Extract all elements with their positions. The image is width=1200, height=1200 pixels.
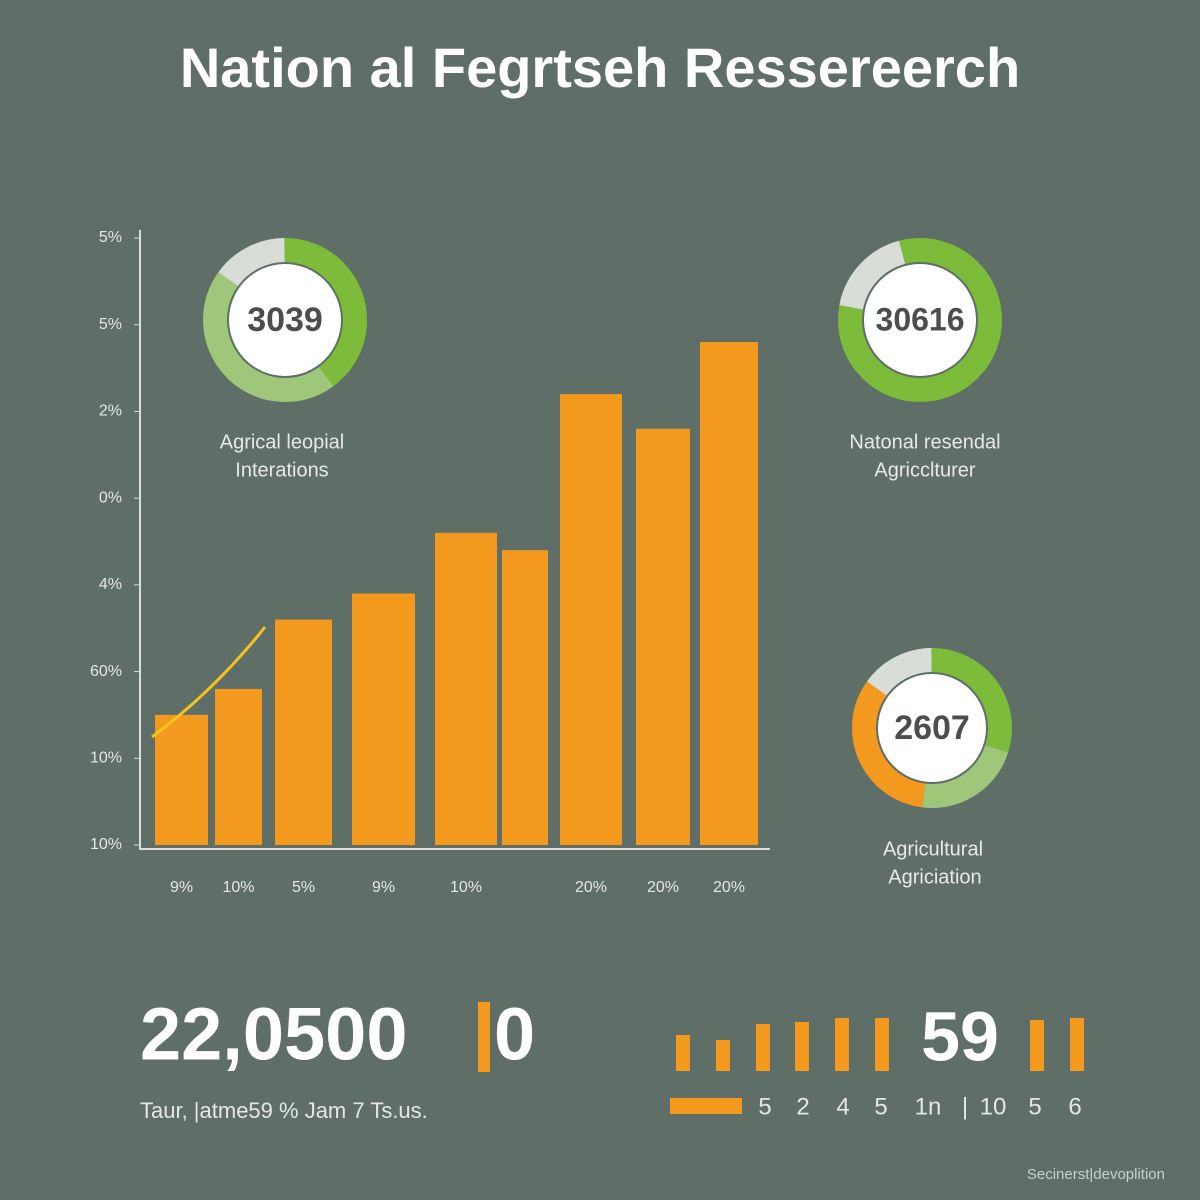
mini-label: 6 xyxy=(1068,1093,1081,1120)
donut-segment xyxy=(838,238,1002,402)
donut-number: 2607 xyxy=(894,709,970,747)
bar xyxy=(275,619,332,845)
mini-bar xyxy=(1070,1018,1084,1071)
mini-label: 5 xyxy=(758,1093,771,1120)
x-tick-label: 20% xyxy=(575,879,607,896)
x-tick-label: 5% xyxy=(292,879,315,896)
y-tick-label: 2% xyxy=(99,403,122,420)
y-tick-label: 60% xyxy=(90,663,122,680)
mini-number: 59 xyxy=(921,997,999,1075)
mini-label: 2 xyxy=(796,1093,809,1120)
stat-caption: Taur, |atme59 % Jam 7 Ts.us. xyxy=(140,1098,428,1123)
donut-caption: Agrical leopial xyxy=(220,431,345,453)
x-tick-label: 9% xyxy=(372,879,395,896)
donut-caption: Natonal resendal xyxy=(849,431,1000,453)
y-tick-label: 5% xyxy=(99,316,122,333)
footer: Secinerst|devoplition xyxy=(1027,1166,1165,1183)
donut-segment xyxy=(852,648,1012,808)
donut-center xyxy=(864,264,976,376)
y-tick-label: 0% xyxy=(99,489,122,506)
donut-center xyxy=(229,264,341,376)
bar xyxy=(560,394,622,845)
y-tick-label: 10% xyxy=(90,836,122,853)
donut-segment xyxy=(852,648,1012,808)
mini-bar xyxy=(875,1018,889,1071)
donut-segment xyxy=(852,648,1012,808)
bar xyxy=(502,550,548,845)
bar xyxy=(352,593,415,845)
mini-label: 4 xyxy=(836,1093,849,1120)
x-tick-label: 10% xyxy=(222,879,254,896)
bar xyxy=(700,342,758,845)
mini-bar xyxy=(676,1035,690,1071)
mini-bars xyxy=(670,1018,1084,1114)
donut-segment xyxy=(203,238,367,402)
bar xyxy=(155,714,208,845)
mini-label: 10 xyxy=(980,1093,1007,1120)
donut: 3039 xyxy=(203,238,367,402)
x-tick-label: 20% xyxy=(713,879,745,896)
donut-center xyxy=(878,674,986,782)
donut: 2607 xyxy=(852,648,1012,808)
x-tick-label: 9% xyxy=(170,879,193,896)
mini-labels: 5 2 4 5 1n | 10 5 6 xyxy=(758,1093,1081,1120)
donut-segment xyxy=(203,238,367,402)
mini-bar xyxy=(1030,1020,1044,1071)
mini-bar xyxy=(670,1098,742,1114)
bar xyxy=(215,688,262,845)
donut-caption: Interations xyxy=(235,459,328,481)
donut: 30616 xyxy=(838,238,1002,402)
mini-bar xyxy=(716,1040,730,1071)
mini-label: | xyxy=(962,1093,968,1120)
donut-number: 3039 xyxy=(247,301,323,339)
y-tick-label: 4% xyxy=(99,576,122,593)
stat-number: 22,0500 xyxy=(140,993,408,1076)
mini-label: 5 xyxy=(1028,1093,1041,1120)
donut-caption: Agricultural xyxy=(883,838,983,860)
mini-bar xyxy=(835,1018,849,1071)
mini-label: 1n xyxy=(915,1093,942,1120)
donut-number: 30616 xyxy=(876,301,965,337)
mini-label: 5 xyxy=(874,1093,887,1120)
trend-line xyxy=(151,626,267,739)
stat-accent xyxy=(478,1002,490,1072)
stat-number: 0 xyxy=(494,993,535,1076)
bar xyxy=(636,428,690,845)
x-tick-label: 20% xyxy=(647,879,679,896)
donut-caption: Agriciation xyxy=(888,866,981,888)
mini-bar xyxy=(756,1024,770,1071)
y-tick-label: 5% xyxy=(99,229,122,246)
y-tick-label: 10% xyxy=(90,750,122,767)
donut-caption: Agricclturer xyxy=(874,459,975,481)
chart-title: Nation al Fegrtseh Ressereerch xyxy=(180,36,1020,99)
mini-bar xyxy=(795,1022,809,1071)
x-tick-label: 10% xyxy=(450,879,482,896)
bar xyxy=(435,532,497,845)
